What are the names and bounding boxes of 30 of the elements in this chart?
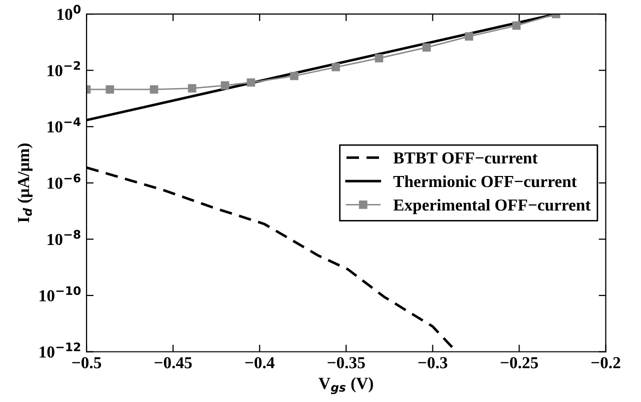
point — [188, 84, 196, 92]
point — [422, 43, 431, 52]
x-tick-label: −0.4 — [245, 357, 274, 368]
y-tick-label: 10$^{−6}$ — [48, 174, 80, 189]
y-tick-label: 10$^{−10}$ — [40, 286, 81, 302]
point — [290, 72, 298, 80]
y-tick-label: 10$^{0}$ — [58, 4, 81, 20]
point — [464, 32, 474, 41]
y-axis-title: I$_{d}$ (μA/μm) — [17, 144, 33, 222]
x-tick-label: −0.2 — [591, 357, 620, 368]
point — [246, 78, 256, 87]
x-axis-title: V$_{gs}$ (V) — [318, 377, 373, 394]
point — [220, 81, 230, 90]
point — [332, 62, 340, 72]
y-tick-label: 10$^{−8}$ — [48, 230, 80, 246]
y-tick-label: 10$^{−4}$ — [48, 117, 81, 132]
point — [374, 54, 384, 62]
y-tick-label: 10$^{−12}$ — [40, 342, 80, 358]
point — [106, 85, 114, 94]
x-tick-label: −0.35 — [328, 357, 365, 368]
x-tick-label: −0.5 — [72, 357, 102, 368]
legend-label: BTBT OFF−current — [393, 152, 538, 164]
y-tick-label: 10$^{−2}$ — [48, 61, 80, 76]
point — [512, 21, 521, 30]
point — [150, 85, 158, 94]
x-tick-label: −0.25 — [500, 357, 538, 368]
x-tick-label: −0.3 — [418, 357, 448, 368]
legend-label: Experimental OFF−current — [393, 198, 591, 214]
legend-label: Thermionic OFF−current — [393, 175, 577, 188]
x-tick-label: −0.45 — [154, 357, 192, 368]
